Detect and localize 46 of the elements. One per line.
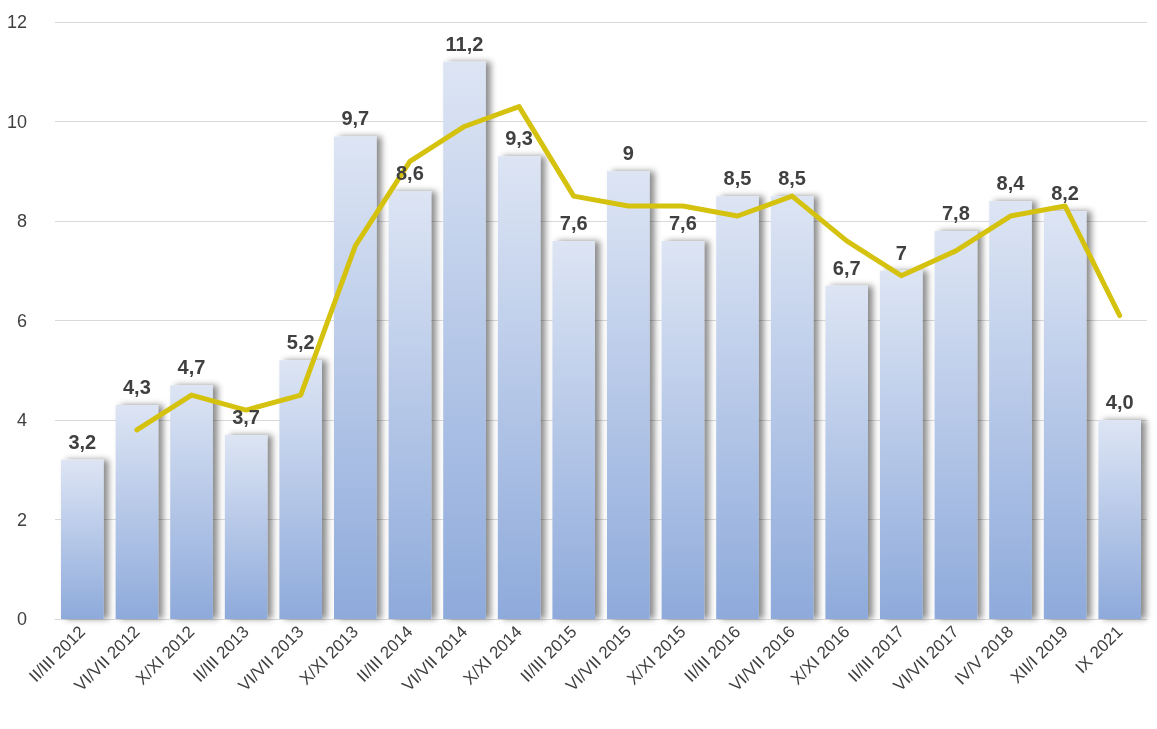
data-label: 9,7 xyxy=(341,107,370,130)
data-label: 9 xyxy=(622,142,634,165)
data-label: 8,4 xyxy=(996,172,1026,195)
bar xyxy=(224,434,268,619)
y-tick-label: 6 xyxy=(16,310,27,331)
data-label: 4,3 xyxy=(122,376,151,399)
data-label: 7 xyxy=(895,241,907,264)
bar xyxy=(934,230,978,619)
data-label: 3,7 xyxy=(232,405,261,428)
data-label: 9,3 xyxy=(505,127,534,150)
data-label: 7,8 xyxy=(941,201,970,224)
y-tick-label: 2 xyxy=(16,509,27,530)
y-tick-label: 8 xyxy=(16,211,27,231)
bar xyxy=(661,240,705,619)
bar xyxy=(388,191,432,619)
data-label: 6,7 xyxy=(832,256,861,279)
bar xyxy=(825,285,868,619)
bar xyxy=(1098,420,1141,619)
bar xyxy=(279,360,322,619)
y-tick-label: 4 xyxy=(16,410,27,430)
bar xyxy=(61,459,104,619)
data-label: 4,7 xyxy=(177,356,206,379)
bar xyxy=(880,270,923,619)
bar xyxy=(607,171,650,619)
bar xyxy=(716,196,759,619)
data-label: 4,0 xyxy=(1105,391,1134,413)
data-label: 8,5 xyxy=(778,167,807,190)
data-label: 5,2 xyxy=(286,331,315,354)
bar xyxy=(770,196,814,619)
bar xyxy=(1043,211,1087,619)
bar xyxy=(115,405,159,619)
data-label: 11,2 xyxy=(445,32,484,55)
data-label: 8,2 xyxy=(1051,182,1080,205)
bar xyxy=(443,61,486,619)
bar xyxy=(552,240,595,619)
data-label: 8,5 xyxy=(723,167,752,190)
bar xyxy=(334,136,377,619)
data-label: 7,6 xyxy=(668,211,697,234)
y-tick-label: 12 xyxy=(6,12,27,32)
y-tick-label: 10 xyxy=(6,111,27,132)
bar xyxy=(989,201,1032,619)
y-tick-label: 0 xyxy=(16,609,27,629)
data-label: 7,6 xyxy=(559,211,588,234)
bar xyxy=(497,156,541,619)
data-label: 3,2 xyxy=(68,430,97,453)
bar xyxy=(170,385,213,619)
